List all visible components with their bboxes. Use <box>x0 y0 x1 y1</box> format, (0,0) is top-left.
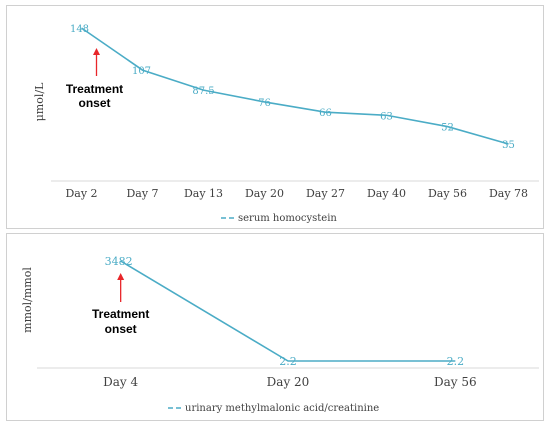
x-tick-day-56: Day 56 <box>428 187 467 200</box>
legend-entry: urinary methylmalonic acid/creatinine <box>185 403 379 414</box>
x-tick-day-2: Day 2 <box>65 187 97 200</box>
homocysteine-chart: μmol/L Day 2 Day 7 Day 13 Day 20 Day 27 Day 4… <box>33 24 539 224</box>
x-tick-day-27: Day 27 <box>306 187 345 200</box>
data-label-day-56: 52 <box>441 123 454 134</box>
x-tick-day-56: Day 56 <box>434 375 477 389</box>
data-label-day-4: 3482 <box>105 255 133 268</box>
annotation-treatment: Treatment <box>66 82 123 96</box>
data-label-day-56: 2.2 <box>447 355 465 368</box>
annotation-onset: onset <box>105 322 137 336</box>
annotation-onset: onset <box>78 96 110 110</box>
data-label-day-2: 148 <box>70 24 89 35</box>
data-label-day-7: 107 <box>132 66 151 77</box>
x-tick-day-20: Day 20 <box>245 187 284 200</box>
x-tick-day-13: Day 13 <box>184 187 223 200</box>
y-axis-label: mmol/mmol <box>21 267 34 333</box>
x-tick-day-20: Day 20 <box>267 375 310 389</box>
chart-panel-homocysteine: μmol/L Day 2 Day 7 Day 13 Day 20 Day 27 Day 4… <box>6 5 544 229</box>
data-label-day-27: 66 <box>319 108 332 119</box>
methylmalonic-acid-chart: mmol/mmol Day 4 Day 20 Day 56 3482 2.2 2.2 T… <box>21 255 539 414</box>
treatment-onset-arrow <box>117 273 125 302</box>
y-axis-label: μmol/L <box>33 82 46 121</box>
series-line-urinary-mma <box>120 260 456 362</box>
data-label-day-13: 87.5 <box>192 86 214 97</box>
annotation-treatment: Treatment <box>92 307 149 321</box>
legend-entry: serum homocystein <box>238 213 337 224</box>
data-label-day-20: 2.2 <box>279 355 297 368</box>
treatment-onset-arrow <box>93 48 100 76</box>
x-tick-day-78: Day 78 <box>489 187 528 200</box>
data-label-day-78: 35 <box>502 140 515 151</box>
data-label-day-40: 63 <box>380 111 393 122</box>
legend: urinary methylmalonic acid/creatinine <box>168 403 379 414</box>
x-tick-day-7: Day 7 <box>126 187 158 200</box>
series-line-serum-homocystein <box>81 27 509 145</box>
x-tick-day-4: Day 4 <box>103 375 138 389</box>
chart-panel-methylmalonic-acid: mmol/mmol Day 4 Day 20 Day 56 3482 2.2 2.2 T… <box>6 233 544 421</box>
x-tick-day-40: Day 40 <box>367 187 406 200</box>
data-label-day-20: 76 <box>258 98 271 109</box>
legend: serum homocystein <box>221 213 337 224</box>
